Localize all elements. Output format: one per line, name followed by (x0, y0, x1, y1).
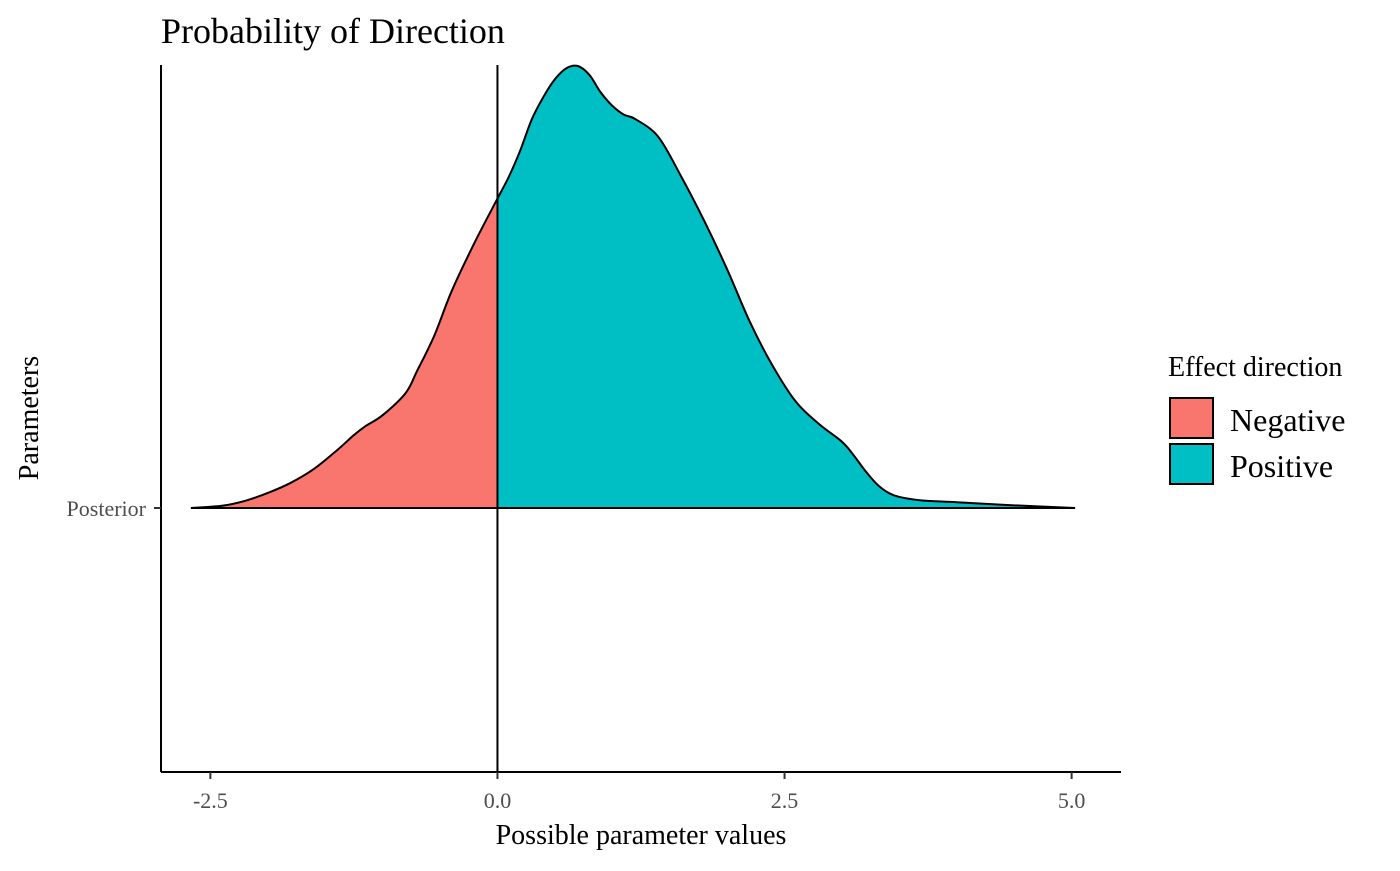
chart-title: Probability of Direction (161, 11, 505, 51)
x-axis-title: Possible parameter values (496, 820, 787, 851)
x-tick-label: 0.0 (484, 788, 512, 813)
density-outline (190, 64, 1076, 509)
positive-area (497, 65, 1076, 509)
x-tick-label: -2.5 (193, 788, 228, 813)
y-tick-label-posterior: Posterior (67, 496, 147, 521)
x-tick-label: 5.0 (1058, 788, 1086, 813)
x-ticks (209, 772, 1073, 779)
y-axis-title: Parameters (14, 356, 45, 480)
legend: Effect direction Negative Positive (1168, 352, 1346, 485)
legend-swatch-positive (1169, 443, 1214, 485)
legend-title: Effect direction (1168, 352, 1342, 383)
negative-area (190, 198, 498, 508)
legend-label-negative: Negative (1230, 402, 1346, 438)
legend-swatch-negative (1169, 397, 1214, 439)
x-tick-label: 2.5 (771, 788, 799, 813)
legend-label-positive: Positive (1230, 448, 1333, 484)
